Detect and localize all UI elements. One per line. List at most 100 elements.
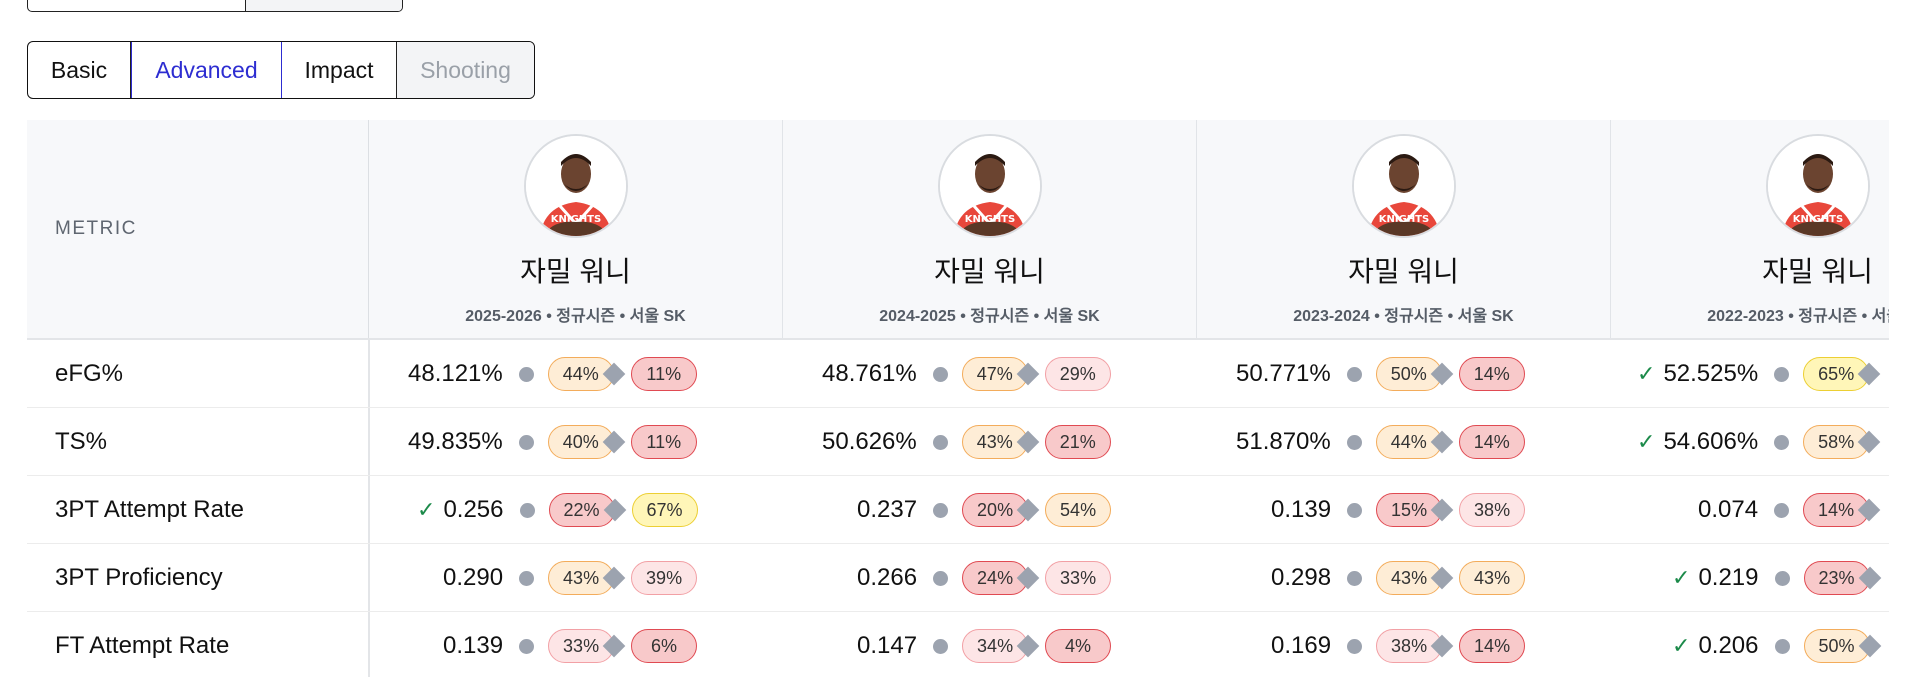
check-icon: ✓ bbox=[1672, 565, 1691, 590]
metric-cell: 0.169 38% 14% bbox=[1271, 612, 1526, 677]
metric-cell: 0.139 33% 6% bbox=[443, 612, 698, 677]
dot-marker-icon bbox=[1347, 502, 1363, 518]
player-name: 자밀 워니 bbox=[1762, 256, 1873, 287]
dot-marker-icon bbox=[933, 502, 949, 518]
metric-cell: 50.771% 50% 14% bbox=[1236, 340, 1525, 408]
rank-badge: 14% bbox=[1458, 425, 1525, 459]
metric-value: 0.139 bbox=[1271, 496, 1332, 523]
metric-value: 0.266 bbox=[857, 564, 918, 591]
table-row: eFG% 48.121% 44% 11% 48.761% 47% 29% 50.771% 50%… bbox=[27, 340, 1889, 408]
metric-label: 3PT Attempt Rate bbox=[55, 496, 244, 523]
player-column-header[interactable]: KNIGHTS 자밀 워니 2023-2024 • 정규시즌 • 서울 SK bbox=[1197, 120, 1611, 338]
dot-marker-icon bbox=[1774, 434, 1790, 450]
dot-marker-icon bbox=[518, 366, 534, 382]
metric-value: 54.606% bbox=[1663, 428, 1759, 455]
metric-cell: 0.298 43% 43% bbox=[1271, 544, 1526, 612]
player-column-header[interactable]: KNIGHTS 자밀 워니 2022-2023 • 정규시즌 • 서울 SK bbox=[1611, 120, 1889, 338]
tab-advanced[interactable]: Advanced bbox=[131, 42, 282, 98]
metric-cell: 48.761% 47% 29% bbox=[822, 340, 1111, 408]
dot-marker-icon bbox=[1347, 570, 1363, 586]
dot-marker-icon bbox=[1774, 638, 1790, 654]
dot-marker-icon bbox=[519, 570, 535, 586]
dot-marker-icon bbox=[1346, 434, 1362, 450]
check-icon: ✓ bbox=[1637, 361, 1656, 386]
comparison-table: METRIC KNIGHTS 자밀 워니 2025-2026 • 정규시즌 • 서울… bbox=[27, 120, 1889, 677]
percentile-badge: 65% bbox=[1803, 357, 1870, 391]
check-icon: ✓ bbox=[1637, 429, 1656, 454]
metric-label: eFG% bbox=[55, 360, 124, 387]
avatar: KNIGHTS bbox=[1766, 134, 1870, 238]
metric-cell: ✓ 52.525% 65% bbox=[1637, 340, 1882, 408]
metric-cell: 0.237 20% 54% bbox=[857, 476, 1112, 544]
rank-badge: 14% bbox=[1458, 357, 1525, 391]
season-meta: 2023-2024 • 정규시즌 • 서울 SK bbox=[1293, 308, 1514, 325]
check-icon: ✓ bbox=[1672, 633, 1691, 658]
rank-badge: 43% bbox=[1459, 561, 1526, 595]
player-name: 자밀 워니 bbox=[520, 256, 631, 287]
metric-cell: ✓ 0.206 50% bbox=[1672, 612, 1883, 677]
avatar: KNIGHTS bbox=[1352, 134, 1456, 238]
percentile-badge: 50% bbox=[1375, 357, 1442, 391]
player-name: 자밀 워니 bbox=[1348, 256, 1459, 287]
rank-badge: 54% bbox=[1045, 493, 1112, 527]
metric-cell: ✓ 0.219 23% bbox=[1672, 544, 1883, 612]
metric-cell: 0.290 43% 39% bbox=[443, 544, 698, 612]
table-row: 3PT Attempt Rate ✓ 0.256 22% 67% 0.237 20% 54% 0… bbox=[27, 476, 1889, 544]
metric-label: 3PT Proficiency bbox=[55, 564, 223, 591]
metric-label: FT Attempt Rate bbox=[55, 632, 230, 659]
dot-marker-icon bbox=[1774, 570, 1790, 586]
percentile-badge: 44% bbox=[1375, 425, 1442, 459]
tab-impact[interactable]: Impact bbox=[282, 42, 397, 98]
avatar: KNIGHTS bbox=[938, 134, 1042, 238]
table-row: FT Attempt Rate 0.139 33% 6% 0.147 34% 4% 0.169… bbox=[27, 612, 1889, 677]
rank-badge: 67% bbox=[631, 493, 698, 527]
rank-badge: 6% bbox=[631, 629, 698, 663]
rank-badge: 33% bbox=[1045, 561, 1112, 595]
dot-marker-icon bbox=[1347, 638, 1363, 654]
percentile-badge: 44% bbox=[547, 357, 614, 391]
tab-basic[interactable]: Basic bbox=[28, 42, 131, 98]
rank-badge: 21% bbox=[1044, 425, 1111, 459]
svg-text:KNIGHTS: KNIGHTS bbox=[1379, 214, 1429, 225]
dot-marker-icon bbox=[933, 570, 949, 586]
metric-value: 50.771% bbox=[1236, 360, 1331, 387]
metric-value: 0.147 bbox=[857, 632, 918, 659]
metric-value: 51.870% bbox=[1236, 428, 1331, 455]
avatar: KNIGHTS bbox=[524, 134, 628, 238]
rank-badge: 14% bbox=[1459, 629, 1526, 663]
metric-cell: 0.074 14% bbox=[1698, 476, 1882, 544]
svg-text:KNIGHTS: KNIGHTS bbox=[965, 214, 1015, 225]
dot-marker-icon bbox=[933, 638, 949, 654]
season-meta: 2022-2023 • 정규시즌 • 서울 SK bbox=[1707, 308, 1889, 325]
player-name: 자밀 워니 bbox=[934, 256, 1045, 287]
rank-badge: 4% bbox=[1045, 629, 1112, 663]
metric-cell: ✓ 0.256 22% 67% bbox=[417, 476, 698, 544]
season-meta: 2025-2026 • 정규시즌 • 서울 SK bbox=[465, 308, 686, 325]
metric-cell: 48.121% 44% 11% bbox=[408, 340, 697, 408]
metric-value: 50.626% bbox=[822, 428, 917, 455]
metric-header-label: METRIC bbox=[55, 218, 137, 239]
table-row: TS% 49.835% 40% 11% 50.626% 43% 21% 51.870% 44% 1… bbox=[27, 408, 1889, 476]
rank-badge: 39% bbox=[631, 561, 698, 595]
player-column-header[interactable]: KNIGHTS 자밀 워니 2024-2025 • 정규시즌 • 서울 SK bbox=[783, 120, 1197, 338]
percentile-badge: 34% bbox=[962, 629, 1029, 663]
metric-cell: 0.266 24% 33% bbox=[857, 544, 1112, 612]
tab-shooting: Shooting bbox=[397, 42, 534, 98]
metric-value: 0.219 bbox=[1698, 564, 1759, 591]
dot-marker-icon bbox=[1346, 366, 1362, 382]
metric-value: 0.237 bbox=[857, 496, 918, 523]
metric-value: 48.121% bbox=[408, 360, 503, 387]
metric-cell: 0.139 15% 38% bbox=[1271, 476, 1526, 544]
stat-category-tabs: Basic Advanced Impact Shooting bbox=[27, 41, 535, 99]
dot-marker-icon bbox=[1774, 502, 1790, 518]
percentile-badge: 14% bbox=[1803, 493, 1870, 527]
metric-cell: 0.147 34% 4% bbox=[857, 612, 1112, 677]
metric-value: 0.139 bbox=[443, 632, 504, 659]
season-meta: 2024-2025 • 정규시즌 • 서울 SK bbox=[879, 308, 1100, 325]
player-column-header[interactable]: KNIGHTS 자밀 워니 2025-2026 • 정규시즌 • 서울 SK bbox=[369, 120, 783, 338]
metric-value: 48.761% bbox=[822, 360, 917, 387]
metric-value: 0.206 bbox=[1698, 632, 1759, 659]
metric-cell: ✓ 54.606% 58% bbox=[1637, 408, 1882, 476]
metric-label: TS% bbox=[55, 428, 108, 455]
dot-marker-icon bbox=[519, 638, 535, 654]
